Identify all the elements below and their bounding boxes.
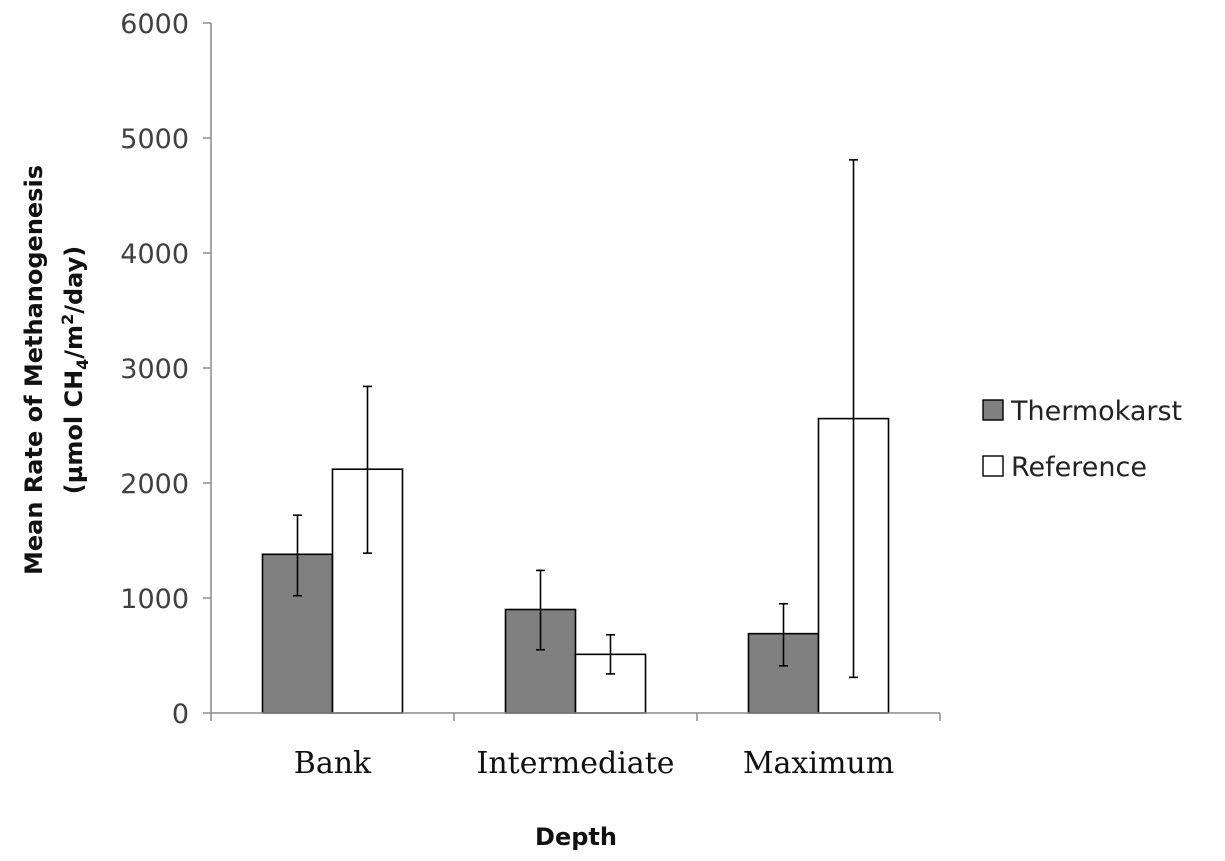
y-axis-title-prefix: (µmol CH — [60, 370, 88, 494]
legend-swatch-thermokarst — [982, 399, 1004, 421]
y-tick-label: 6000 — [120, 9, 189, 40]
y-tick-label: 2000 — [120, 469, 189, 500]
axes: 0 1000 2000 3000 4000 5000 6000 Bank Intermediat… — [120, 9, 941, 781]
error-bar-thermokarst-intermediate — [536, 569, 545, 651]
error-bar-thermokarst-bank — [293, 514, 302, 597]
y-axis-title-line1: Mean Rate of Methanogenesis — [20, 165, 48, 575]
x-tick-label: Intermediate — [476, 746, 674, 781]
x-tick-label: Bank — [294, 746, 372, 781]
axis-labels: Depth Mean Rate of Methanogenesis (µmol … — [20, 165, 617, 851]
y-axis-title-line2: (µmol CH4/m2/day) — [58, 246, 92, 494]
legend: Thermokarst Reference — [982, 396, 1182, 483]
y-axis-title: Mean Rate of Methanogenesis (µmol CH4/m2… — [20, 165, 92, 575]
y-tick-label: 4000 — [120, 239, 189, 270]
error-bar-reference-bank — [363, 385, 372, 554]
y-tick-label: 5000 — [120, 124, 189, 155]
y-axis-title-suffix: /day) — [60, 246, 88, 314]
error-bar-thermokarst-maximum — [779, 602, 788, 667]
legend-swatch-reference — [982, 455, 1004, 477]
error-bar-reference-intermediate — [606, 633, 615, 675]
x-tick-label: Maximum — [743, 746, 894, 781]
legend-label-thermokarst: Thermokarst — [1010, 396, 1182, 427]
plot-area — [261, 159, 890, 714]
y-tick-label: 3000 — [120, 354, 189, 385]
y-axis-title-subscript: 4 — [73, 359, 92, 370]
y-tick-label: 1000 — [120, 584, 189, 615]
x-axis-title: Depth — [535, 823, 617, 851]
error-bar-reference-maximum — [849, 159, 858, 679]
y-axis-title-mid: /m — [60, 325, 88, 359]
legend-label-reference: Reference — [1011, 452, 1147, 483]
y-axis-title-superscript: 2 — [58, 314, 77, 325]
y-tick-label: 0 — [172, 699, 189, 730]
